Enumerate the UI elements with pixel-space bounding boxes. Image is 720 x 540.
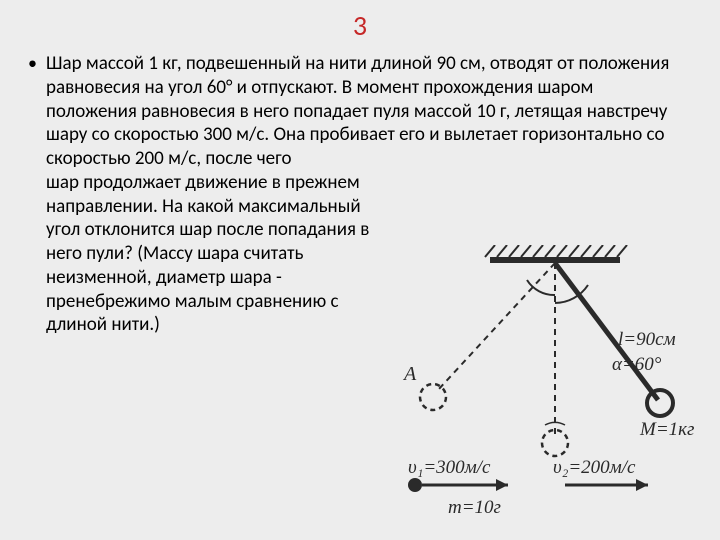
slide-title: 3 [0,8,720,43]
label-v1: υ₁=300м/с [408,457,491,478]
label-mass-ball: M=1кг [639,419,694,440]
label-angle: α=60° [612,354,662,375]
problem-part2: шар продолжает движение в прежнем направ… [46,171,369,337]
physics-diagram: A l=90см α=60° M=1кг υ₁=300м/с υ₂=200м/с… [360,245,700,525]
label-v2: υ₂=200м/с [553,457,636,478]
label-length: l=90см [618,329,676,350]
label-mass-bullet: m=10г [448,497,501,518]
bullet-marker: • [28,52,46,337]
label-A: A [402,363,417,385]
problem-part1: Шар массой 1 кг, подвешенный на нити дли… [46,52,669,170]
